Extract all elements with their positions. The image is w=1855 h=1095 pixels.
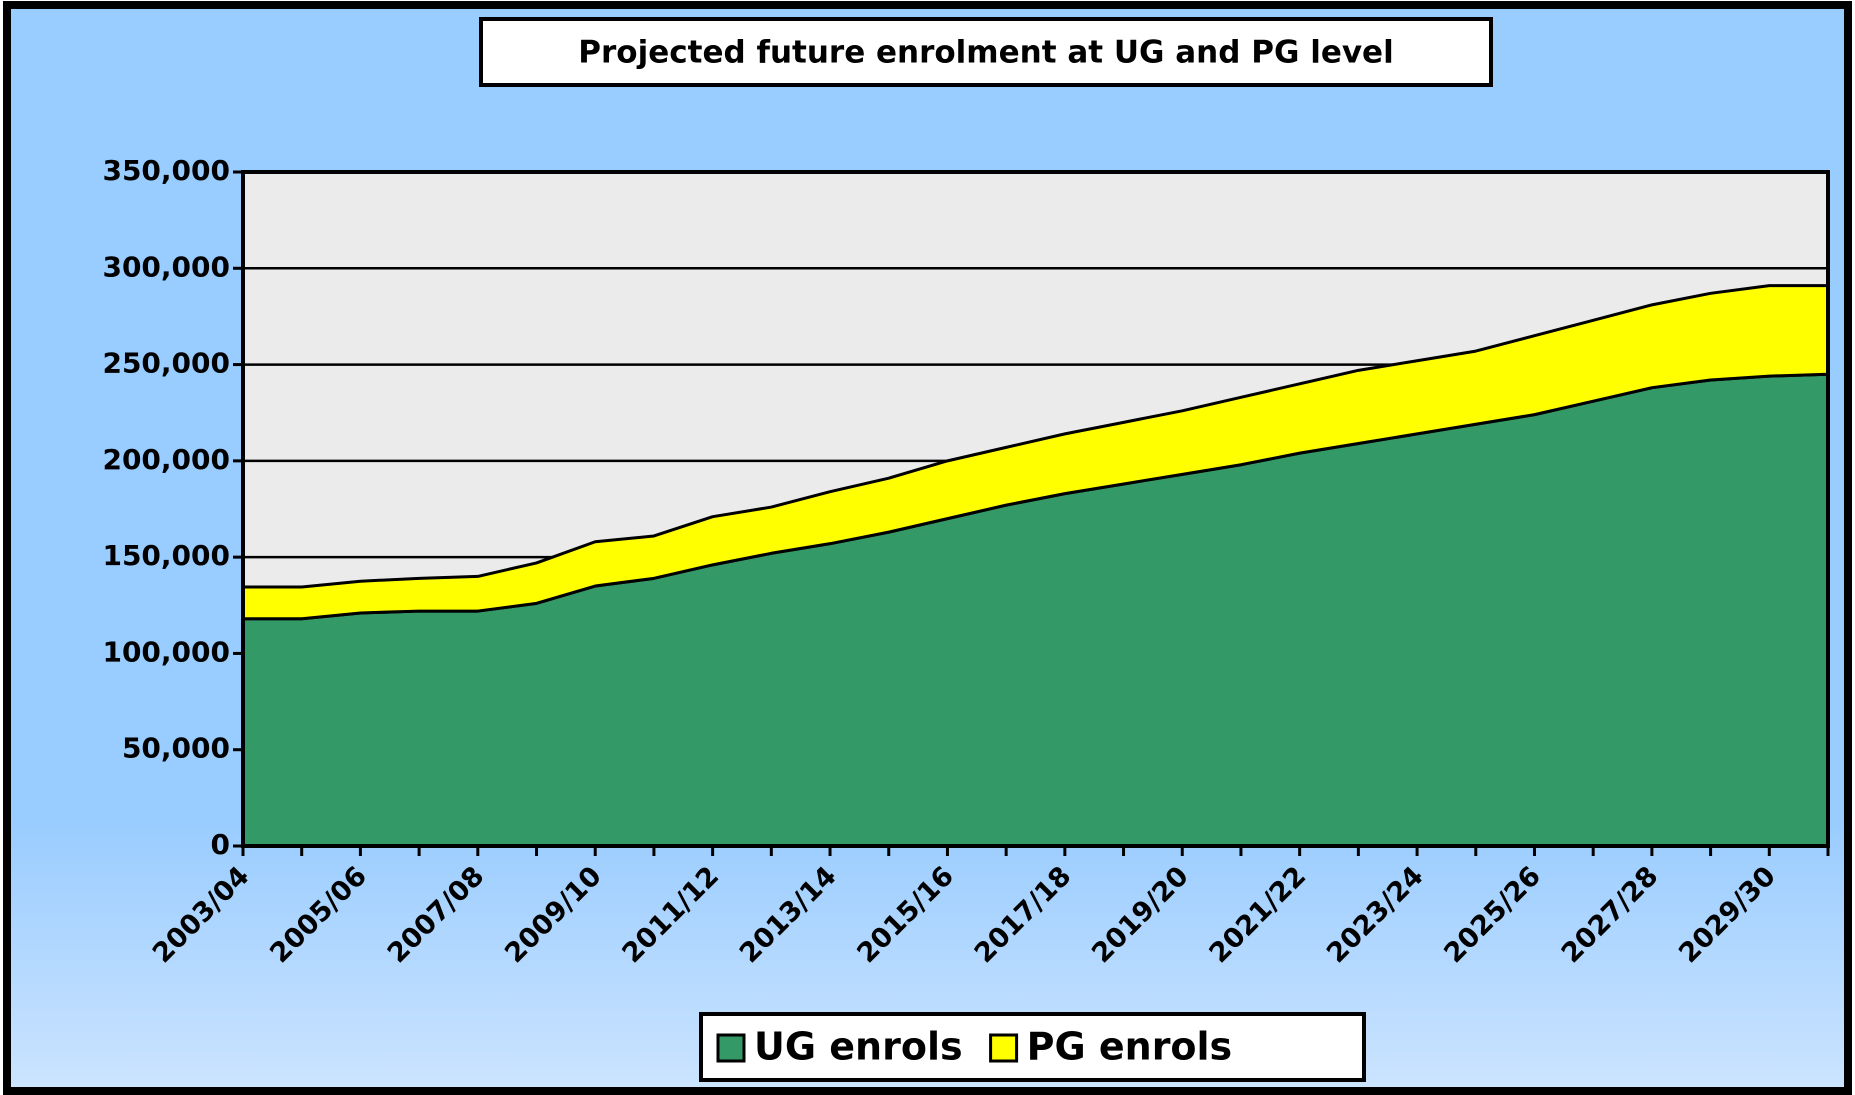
y-tick-label: 50,000 [122, 732, 230, 765]
y-tick-label: 150,000 [102, 539, 230, 572]
plot-border [241, 170, 1830, 848]
y-tick-label: 350,000 [102, 154, 230, 187]
y-tick-label: 200,000 [102, 443, 230, 476]
legend-swatch [716, 1033, 746, 1063]
chart-title: Projected future enrolment at UG and PG … [578, 35, 1393, 71]
y-tick-label: 300,000 [102, 250, 230, 283]
legend-label: PG enrols [1027, 1025, 1233, 1069]
title-box [479, 17, 1493, 87]
legend-swatch [989, 1033, 1019, 1063]
legend [699, 1012, 1366, 1082]
y-tick-label: 250,000 [102, 347, 230, 380]
y-tick-label: 0 [211, 828, 230, 861]
y-tick-label: 100,000 [102, 635, 230, 668]
legend-label: UG enrols [754, 1025, 963, 1069]
